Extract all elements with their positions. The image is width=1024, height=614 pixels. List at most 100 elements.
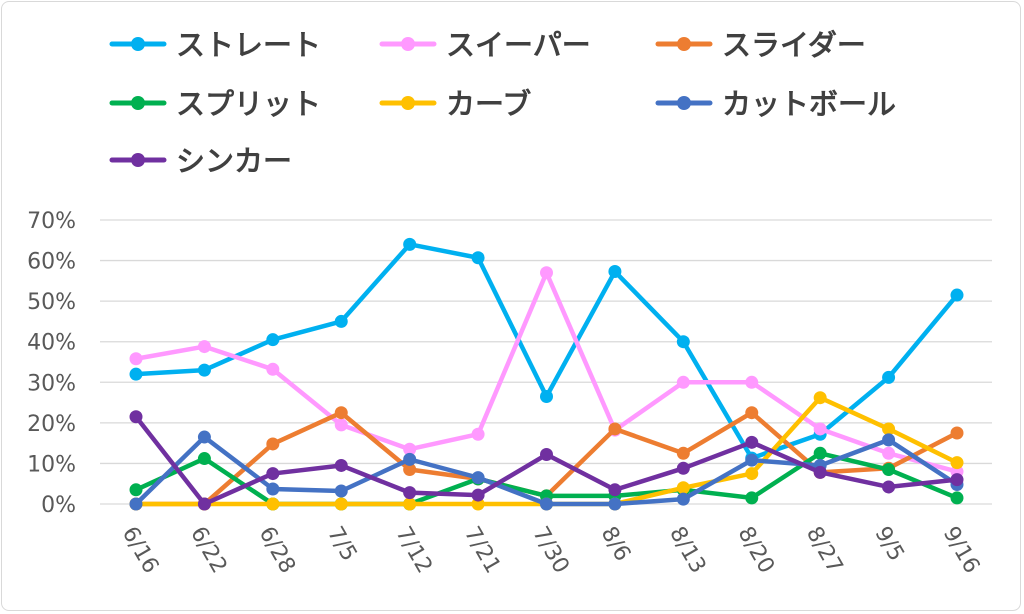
data-point [813, 391, 827, 405]
data-point [197, 497, 211, 511]
data-point [540, 266, 553, 280]
legend-label: スライダー [722, 28, 866, 62]
x-tick-label: 6/16 [117, 523, 163, 578]
y-tick-label: 70% [27, 209, 76, 234]
legend-swatch-marker [401, 37, 415, 51]
data-point [813, 465, 827, 479]
data-point [813, 446, 827, 460]
legend-swatch-marker [131, 37, 145, 51]
legend-label: スイーパー [446, 28, 591, 62]
data-point [745, 435, 759, 449]
legend-label: カットボール [722, 87, 896, 121]
data-point [129, 497, 143, 511]
data-point [403, 442, 417, 456]
data-point [403, 497, 417, 511]
legend-label: ストレート [176, 28, 321, 62]
data-point [608, 422, 622, 436]
data-point [882, 422, 896, 436]
legend-item: カーブ [379, 87, 531, 121]
series-line [133, 270, 960, 474]
data-point [471, 497, 485, 511]
data-point [266, 497, 280, 511]
data-point [950, 491, 964, 505]
data-point [540, 448, 553, 462]
data-point [334, 497, 348, 511]
data-point [608, 497, 622, 511]
data-point [745, 375, 759, 389]
data-point [334, 484, 348, 498]
x-tick-label: 8/20 [733, 523, 779, 578]
data-point [471, 427, 485, 441]
x-tick-label: 6/28 [254, 523, 300, 578]
series-6 [129, 410, 964, 511]
data-point [266, 333, 280, 347]
data-point [745, 491, 759, 505]
data-point [745, 453, 759, 467]
y-tick-label: 40% [27, 331, 76, 356]
data-point [266, 467, 280, 481]
legend-swatch-marker [401, 96, 415, 110]
x-tick-label: 7/12 [390, 523, 436, 578]
data-point [882, 370, 896, 384]
series-1 [129, 266, 964, 479]
data-point [950, 456, 964, 470]
data-point [882, 480, 896, 494]
legend-item: ストレート [109, 28, 321, 62]
data-point [334, 418, 348, 432]
x-tick-label: 7/21 [459, 523, 505, 578]
data-point [950, 426, 964, 440]
legend-item: カットボール [655, 87, 896, 121]
data-point [403, 486, 417, 500]
data-point [403, 463, 417, 477]
data-point [334, 406, 348, 420]
data-point [676, 461, 690, 475]
data-point [197, 430, 211, 444]
data-point [334, 314, 348, 328]
x-tick-label: 9/5 [869, 523, 908, 566]
data-point [266, 362, 280, 376]
data-point [471, 488, 485, 502]
x-axis: 6/16 6/22 6/28 7/5 7/12 7/21 7/30 8/6 8/13 8/20 8/… [117, 523, 984, 578]
legend-label: スプリット [176, 87, 321, 121]
y-tick-label: 20% [27, 412, 76, 437]
data-point [882, 463, 896, 477]
data-point [950, 473, 964, 487]
legend-swatch-marker [677, 96, 691, 110]
data-point [882, 446, 896, 460]
data-point [745, 467, 759, 481]
x-tick-label: 8/13 [664, 523, 710, 578]
data-point [540, 389, 553, 403]
legend-item: スプリット [109, 87, 321, 121]
data-point [197, 452, 211, 466]
legend-item: スライダー [655, 28, 866, 62]
data-point [129, 367, 143, 381]
data-point [676, 375, 690, 389]
y-tick-label: 60% [27, 250, 76, 275]
legend-swatch-marker [131, 96, 145, 110]
x-tick-label: 7/5 [322, 523, 361, 566]
data-point [471, 471, 485, 485]
data-point [197, 340, 211, 354]
data-point [813, 422, 827, 436]
x-tick-label: 6/22 [185, 523, 231, 578]
data-point [676, 481, 690, 495]
data-point [471, 251, 485, 265]
data-point [608, 483, 622, 497]
data-point [266, 482, 280, 496]
legend-swatch-marker [131, 153, 145, 167]
x-tick-label: 7/30 [527, 523, 573, 578]
legend-label: カーブ [446, 87, 531, 121]
data-point [129, 483, 143, 497]
legend-swatch-marker [677, 37, 691, 51]
data-point [129, 352, 143, 366]
data-point [882, 433, 896, 447]
data-point [403, 237, 417, 251]
x-tick-label: 8/6 [596, 523, 635, 566]
data-point [334, 458, 348, 472]
data-point [676, 492, 690, 506]
legend-label: シンカー [176, 144, 292, 178]
data-point [608, 265, 622, 279]
